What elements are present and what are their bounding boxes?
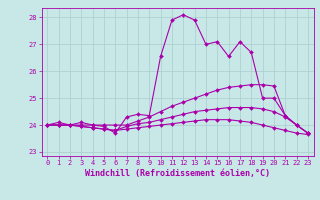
X-axis label: Windchill (Refroidissement éolien,°C): Windchill (Refroidissement éolien,°C) xyxy=(85,169,270,178)
